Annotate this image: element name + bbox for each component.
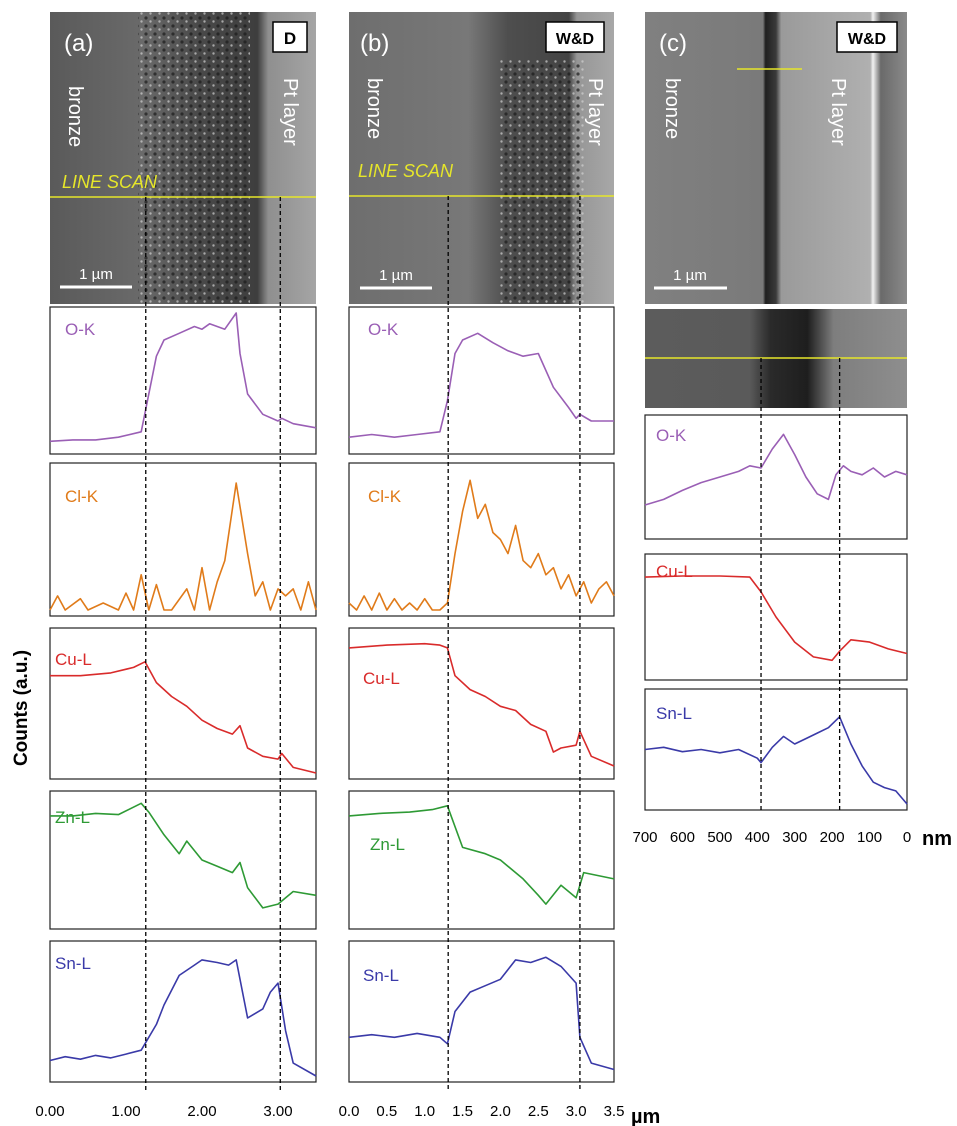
series-line-zn-l (50, 802, 317, 909)
series-line-sn-l (348, 956, 615, 1071)
chart-frame (348, 790, 615, 930)
svg-text:W&D: W&D (556, 31, 594, 48)
series-label-o-k: O-K (65, 320, 96, 339)
interface-markers (145, 196, 841, 1090)
series-line-o-k (49, 312, 317, 443)
series-label-cl-k: Cl-K (368, 487, 402, 506)
x-axis-ticks: 0.00 1.00 2.00 3.00 0.0 0.5 1.0 1.5 2.0 2.5 3.0 3.5… (35, 829, 911, 1120)
svg-text:1 µm: 1 µm (673, 267, 707, 284)
series-label-sn-l: Sn-L (363, 966, 399, 985)
svg-text:1 µm: 1 µm (379, 267, 413, 284)
line-scan-label-b: LINE SCAN (358, 161, 454, 181)
scale-bar-b: 1 µm (360, 267, 432, 290)
chart-frame (644, 688, 908, 811)
chart-frame (49, 462, 317, 617)
line-scan-charts: O-K Cl-K Cu-L Zn-L Sn-L O-K Cl-K Cu-L Zn-L Sn-L O-… (49, 306, 908, 1083)
badge-b: W&D (545, 21, 605, 53)
sem-image-a (50, 12, 316, 304)
series-label-cu-l: Cu-L (363, 669, 400, 688)
x-axis-unit-c: nm (922, 828, 952, 850)
label-pt-b: Pt layer (584, 78, 606, 146)
sem-image-b (349, 12, 614, 304)
scale-bar-c: 1 µm (654, 267, 727, 290)
x-tick-label: 100 (857, 829, 882, 846)
scale-bar-a: 1 µm (60, 266, 132, 289)
x-tick-label: 1.00 (111, 1103, 140, 1120)
label-pt-c: Pt layer (827, 78, 849, 146)
svg-text:D: D (284, 29, 296, 48)
x-tick-label: 2.5 (528, 1103, 549, 1120)
x-tick-label: 0.00 (35, 1103, 64, 1120)
x-tick-label: 0.0 (339, 1103, 360, 1120)
label-bronze-b: bronze (363, 78, 385, 139)
label-bronze-a: bronze (64, 86, 86, 147)
label-pt-a: Pt layer (279, 78, 301, 146)
panel-letter-b: (b) (360, 30, 389, 57)
chart-frame (348, 462, 615, 617)
x-tick-label: 1.5 (452, 1103, 473, 1120)
line-scan-label-a: LINE SCAN (62, 172, 158, 192)
chart-frame (49, 940, 317, 1083)
series-label-sn-l: Sn-L (656, 704, 692, 723)
series-line-cl-k (49, 482, 317, 611)
x-tick-label: 500 (707, 829, 732, 846)
x-tick-label: 3.5 (604, 1103, 625, 1120)
series-line-cl-k (348, 479, 615, 611)
series-line-cu-l (348, 642, 615, 767)
series-line-cu-l (644, 575, 908, 662)
sem-image-c (645, 12, 907, 304)
series-label-o-k: O-K (656, 426, 687, 445)
x-tick-label: 2.0 (490, 1103, 511, 1120)
svg-text:1 µm: 1 µm (79, 266, 113, 283)
series-label-zn-l: Zn-L (55, 808, 90, 827)
badge-a: D (272, 21, 308, 53)
series-label-cu-l: Cu-L (656, 562, 693, 581)
panel-letter-a: (a) (64, 30, 93, 57)
x-tick-label: 700 (632, 829, 657, 846)
x-tick-label: 3.00 (263, 1103, 292, 1120)
chart-frame (644, 414, 908, 540)
series-line-o-k (644, 433, 908, 506)
panel-letter-c: (c) (659, 30, 687, 57)
series-label-cl-k: Cl-K (65, 487, 99, 506)
x-tick-label: 2.00 (187, 1103, 216, 1120)
series-label-zn-l: Zn-L (370, 835, 405, 854)
badge-c: W&D (836, 21, 898, 53)
chart-frame (348, 627, 615, 780)
x-tick-label: 3.0 (566, 1103, 587, 1120)
chart-frame (49, 306, 317, 455)
x-tick-label: 600 (670, 829, 695, 846)
x-tick-label: 300 (782, 829, 807, 846)
series-label-o-k: O-K (368, 320, 399, 339)
series-line-cu-l (50, 660, 317, 774)
chart-frame (348, 306, 615, 455)
x-tick-label: 400 (745, 829, 770, 846)
x-tick-label: 0 (903, 829, 911, 846)
x-tick-label: 0.5 (376, 1103, 397, 1120)
series-label-sn-l: Sn-L (55, 954, 91, 973)
label-bronze-c: bronze (661, 78, 683, 139)
series-line-sn-l (49, 959, 317, 1077)
y-axis-label: Counts (a.u.) (11, 650, 32, 766)
series-line-o-k (348, 332, 614, 439)
x-axis-unit-b: µm (631, 1106, 660, 1126)
series-label-cu-l: Cu-L (55, 650, 92, 669)
svg-text:W&D: W&D (848, 31, 886, 48)
series-line-zn-l (348, 804, 615, 905)
x-tick-label: 200 (820, 829, 845, 846)
chart-frame (348, 940, 615, 1083)
x-tick-label: 1.0 (414, 1103, 435, 1120)
series-line-sn-l (644, 715, 908, 805)
